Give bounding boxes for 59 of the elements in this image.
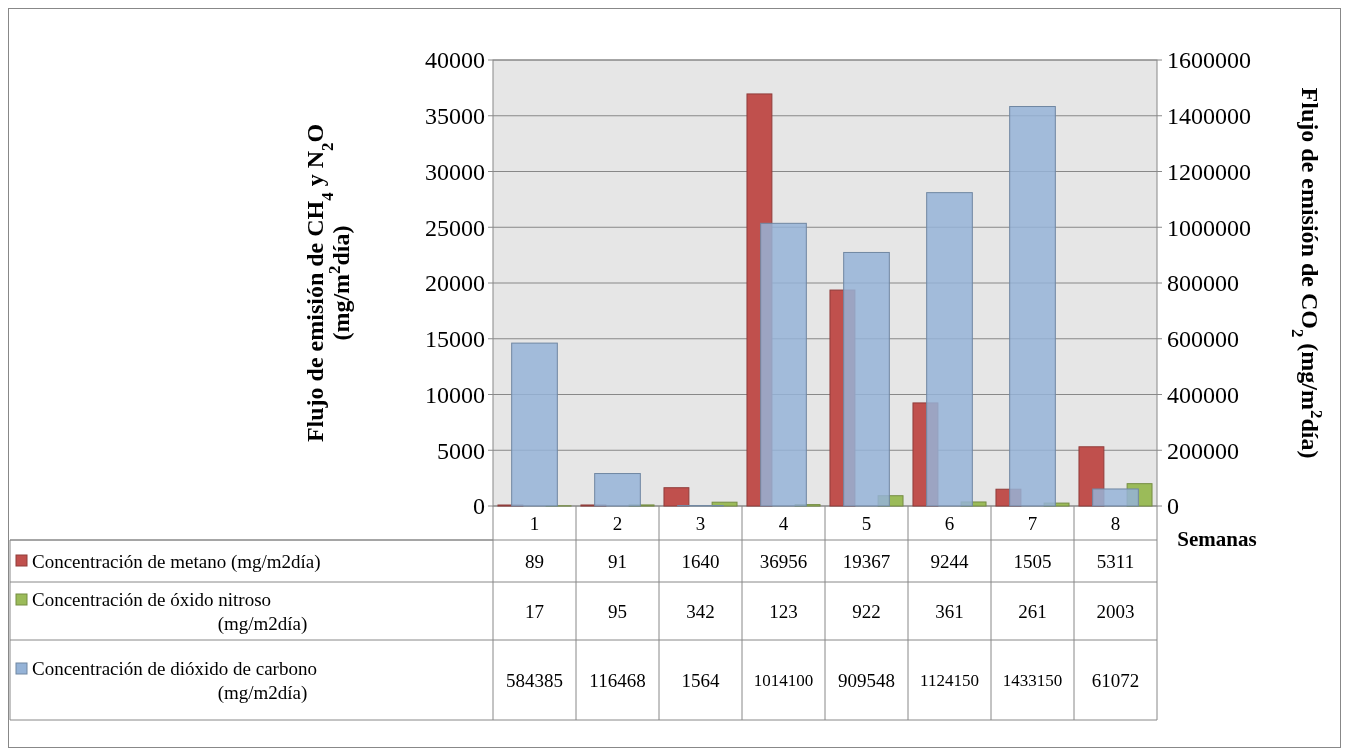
data-label: 91 bbox=[608, 550, 627, 572]
bar bbox=[1009, 106, 1056, 507]
data-label: 584385 bbox=[506, 669, 563, 691]
x-tick-label: 2 bbox=[612, 512, 623, 534]
data-label: 123 bbox=[769, 600, 798, 622]
data-label: 261 bbox=[1018, 600, 1047, 622]
y2-tick-label: 600000 bbox=[1167, 326, 1239, 353]
bar bbox=[594, 473, 641, 507]
y-tick-label: 40000 bbox=[425, 47, 485, 74]
y2-tick-label: 0 bbox=[1167, 493, 1179, 520]
data-label: 95 bbox=[608, 600, 627, 622]
data-label: 1014100 bbox=[753, 670, 814, 690]
y-tick-label: 30000 bbox=[425, 158, 485, 185]
x-tick-label: 6 bbox=[944, 512, 955, 534]
data-label: 1564 bbox=[681, 669, 720, 691]
y-tick-label: 5000 bbox=[437, 437, 485, 464]
x-tick-label: 1 bbox=[529, 512, 540, 534]
y2-tick-label: 1600000 bbox=[1167, 47, 1251, 74]
y2-tick-label: 1000000 bbox=[1167, 214, 1251, 241]
bar bbox=[926, 192, 973, 507]
x-tick-label: 8 bbox=[1110, 512, 1121, 534]
data-label: 19367 bbox=[842, 550, 891, 572]
data-label: 1505 bbox=[1013, 550, 1052, 572]
data-label: 1124150 bbox=[920, 670, 979, 690]
y-tick-label: 20000 bbox=[425, 270, 485, 297]
data-label: 5311 bbox=[1096, 550, 1135, 572]
data-label: 1433150 bbox=[1002, 670, 1063, 690]
y2-tick-label: 1200000 bbox=[1167, 158, 1251, 185]
legend-label: Concentración de dióxido de carbono (mg/m2día) bbox=[32, 657, 317, 704]
data-label: 36956 bbox=[759, 550, 808, 572]
y-tick-label: 15000 bbox=[425, 326, 485, 353]
data-label: 1640 bbox=[681, 550, 720, 572]
data-label: 61072 bbox=[1091, 669, 1140, 691]
data-label: 361 bbox=[935, 600, 964, 622]
x-tick-label: 5 bbox=[861, 512, 872, 534]
bar bbox=[511, 342, 558, 507]
y-tick-label: 10000 bbox=[425, 381, 485, 408]
x-tick-label: 7 bbox=[1027, 512, 1038, 534]
y2-tick-label: 400000 bbox=[1167, 381, 1239, 408]
data-label: 89 bbox=[525, 550, 544, 572]
legend-label: Concentración de óxido nitroso (mg/m2día) bbox=[32, 588, 308, 635]
y-tick-label: 35000 bbox=[425, 103, 485, 130]
y-tick-label: 0 bbox=[473, 493, 485, 520]
x-tick-label: 4 bbox=[778, 512, 789, 534]
data-label: 342 bbox=[686, 600, 715, 622]
x-tick-label: 3 bbox=[695, 512, 706, 534]
legend-label: Concentración de metano (mg/m2día) bbox=[32, 550, 321, 573]
x-axis-title: Semanas bbox=[1177, 527, 1257, 551]
data-label: 116468 bbox=[589, 669, 646, 691]
y-tick-label: 25000 bbox=[425, 214, 485, 241]
bar bbox=[663, 487, 690, 507]
data-label: 17 bbox=[525, 600, 544, 622]
data-label: 9244 bbox=[930, 550, 969, 572]
data-label: 922 bbox=[852, 600, 881, 622]
y2-tick-label: 800000 bbox=[1167, 270, 1239, 297]
data-label: 909548 bbox=[838, 669, 895, 691]
y2-tick-label: 1400000 bbox=[1167, 103, 1251, 130]
data-label: 2003 bbox=[1096, 600, 1135, 622]
y2-tick-label: 200000 bbox=[1167, 437, 1239, 464]
